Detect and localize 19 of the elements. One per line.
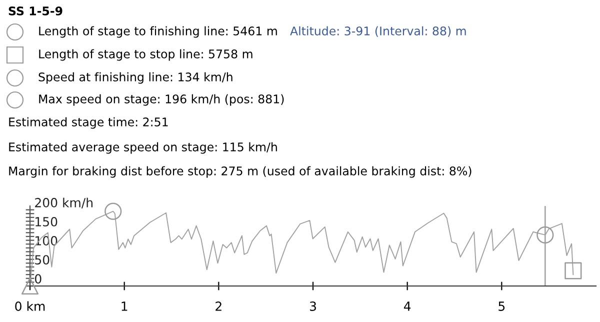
text: Estimated average speed on stage: 115 km/h [9, 142, 277, 154]
y-tick-label: 200 km/h [35, 198, 92, 208]
text: Max speed on stage: 196 km/h (pos: 881) [39, 94, 284, 106]
text: Estimated stage time: 2:51 [9, 117, 168, 129]
x-tick-label: 5 [498, 302, 505, 311]
text: Speed at finishing line: 134 km/h [38, 72, 232, 84]
y-tick-label: 150 [36, 216, 58, 226]
x-tick-label: 2 [216, 302, 222, 311]
text: Length of stage to stop line: 5758 m [39, 49, 252, 61]
x-tick-label: 0 km [15, 301, 45, 311]
chart-title: SS 1-5-9 [8, 6, 62, 16]
x-tick-label: 1 [122, 302, 128, 311]
text: Altitude: 3-91 (Interval: 88) m [290, 26, 466, 37]
text: Margin for braking dist before stop: 275 m (used of available braking dist: 8%) [9, 166, 472, 178]
y-tick-label: 0 [34, 274, 42, 284]
x-tick-label: 3 [310, 302, 316, 311]
text: Length of stage to finishing line: 5461 m [39, 26, 277, 38]
y-tick-label: 50 [35, 255, 50, 265]
x-tick-label: 4 [404, 302, 411, 311]
